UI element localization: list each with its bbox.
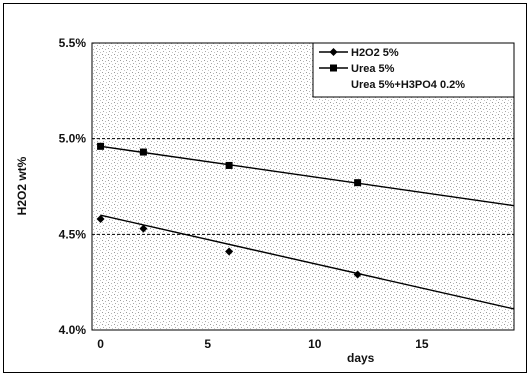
x-tick-label: 10 <box>308 337 322 351</box>
legend-swatch-marker <box>329 48 338 56</box>
y-tick-label: 5.0% <box>59 132 87 146</box>
y-tick-label: 5.5% <box>59 36 87 50</box>
data-point <box>139 148 147 156</box>
data-point <box>225 247 234 256</box>
x-tick-label: 5 <box>204 337 211 351</box>
data-point <box>225 161 233 169</box>
x-axis-label: days <box>347 351 375 365</box>
y-tick-label: 4.0% <box>59 323 87 337</box>
data-point <box>96 215 105 224</box>
reference-lines <box>92 138 514 235</box>
legend: H2O2 5% Urea 5% Urea 5%+H3PO4 0.2% <box>312 42 515 98</box>
x-axis-ticks: 0 5 10 15 <box>97 337 429 351</box>
x-tick-label: 0 <box>97 337 104 351</box>
legend-swatch-marker <box>330 64 337 72</box>
series-layer <box>96 142 515 310</box>
y-tick-label: 4.5% <box>59 227 87 241</box>
series-line-0 <box>100 214 515 310</box>
y-axis-label: H2O2 wt% <box>15 156 29 215</box>
legend-label: Urea 5% <box>351 63 395 75</box>
data-point <box>353 270 362 279</box>
legend-label: H2O2 5% <box>351 47 399 59</box>
legend-label: Urea 5%+H3PO4 0.2% <box>351 79 465 91</box>
y-axis-ticks: 4.0% 4.5% 5.0% 5.5% <box>59 36 87 337</box>
data-point <box>354 179 362 187</box>
data-point <box>97 142 105 150</box>
x-tick-label: 15 <box>415 337 429 351</box>
data-point <box>139 224 148 233</box>
series-line-1 <box>100 145 515 207</box>
